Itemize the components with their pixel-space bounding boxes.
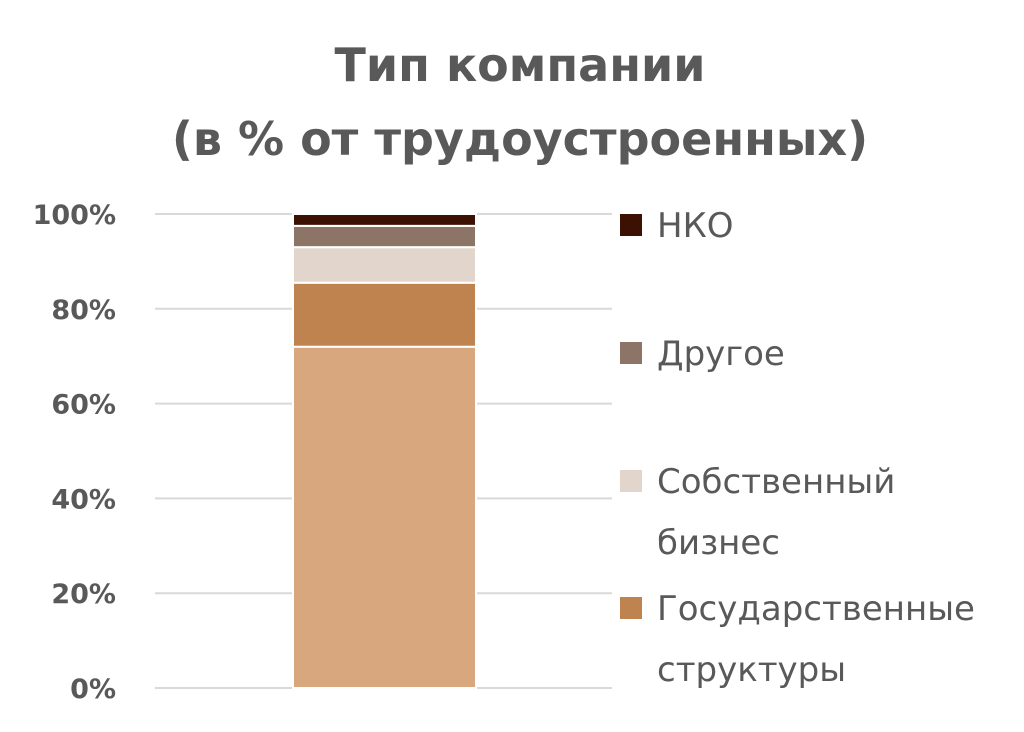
legend-label: НКО [657, 206, 733, 246]
y-tick-label: 40% [51, 484, 116, 515]
bar-segment [292, 246, 477, 284]
legend-label-line: структуры [657, 650, 846, 690]
bar-segment [292, 213, 477, 227]
chart-subtitle: (в % от трудоустроенных) [171, 112, 869, 166]
y-tick-label: 80% [51, 295, 116, 326]
legend-label-line: Другое [657, 334, 785, 374]
chart-title: Тип компании [334, 38, 706, 92]
legend: НКО Другое Собственный бизнес Государственны… [620, 206, 975, 690]
legend-label-line: Государственные [657, 589, 975, 629]
legend-swatch [620, 342, 642, 364]
y-tick-label: 20% [51, 579, 116, 610]
bar-stack [292, 213, 477, 689]
y-tick-label: 60% [51, 390, 116, 421]
bar-segment [292, 281, 477, 348]
legend-label-line: НКО [657, 206, 733, 246]
legend-label: Государственные структуры [657, 589, 975, 690]
y-tick-label: 100% [33, 200, 116, 231]
legend-swatch [620, 597, 642, 619]
legend-label-line: Собственный [657, 462, 895, 502]
bar-segment [292, 345, 477, 689]
legend-swatch [620, 470, 642, 492]
bar-segment [292, 224, 477, 249]
legend-label: Собственный бизнес [657, 462, 895, 563]
legend-swatch [620, 214, 642, 236]
legend-label: Другое [657, 334, 785, 374]
legend-label-line: бизнес [657, 523, 780, 563]
y-axis: 0% 20% 40% 60% 80% 100% [33, 200, 116, 705]
y-tick-label: 0% [70, 674, 116, 705]
